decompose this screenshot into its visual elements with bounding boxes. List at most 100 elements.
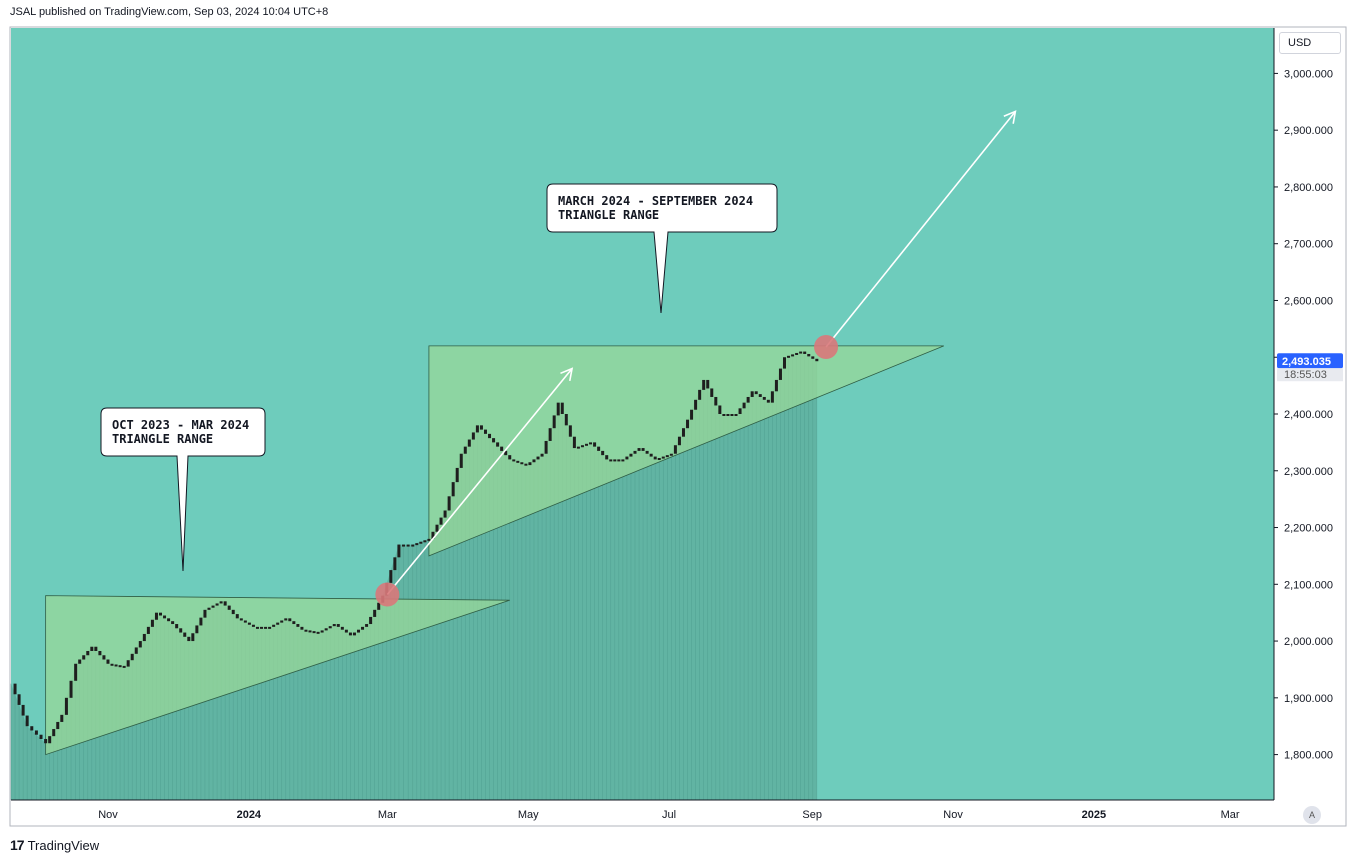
price-candle <box>211 605 215 608</box>
price-candle <box>203 609 207 618</box>
price-candle <box>447 496 451 511</box>
price-candle <box>292 621 296 625</box>
price-candle <box>532 459 536 463</box>
price-candle <box>86 650 90 656</box>
price-candle <box>187 636 191 642</box>
price-candle <box>762 396 766 400</box>
price-candle <box>243 620 247 623</box>
price-candle <box>657 457 661 460</box>
price-candle <box>629 453 633 457</box>
price-candles <box>13 351 819 744</box>
price-candle <box>492 438 496 443</box>
auto-scale-button[interactable]: A <box>1303 806 1321 824</box>
published-caption: JSAL published on TradingView.com, Sep 0… <box>10 6 329 18</box>
price-candle <box>778 368 782 380</box>
price-candle <box>706 379 710 389</box>
price-candle <box>593 442 597 447</box>
currency-button[interactable]: USD <box>1279 32 1341 54</box>
price-candle <box>488 433 492 439</box>
price-candle <box>348 632 352 636</box>
price-candle <box>316 631 320 634</box>
price-candle <box>512 459 516 462</box>
price-candle <box>138 641 142 648</box>
price-candle <box>770 391 774 403</box>
price-candle <box>64 697 68 715</box>
price-candle <box>179 628 183 633</box>
price-candle <box>669 453 673 456</box>
price-candle <box>754 391 758 395</box>
time-axis-label: Nov <box>98 809 118 821</box>
price-axis-label: 2,200.000 <box>1284 523 1333 535</box>
price-candle <box>665 455 669 458</box>
price-axis-label: 2,900.000 <box>1284 125 1333 137</box>
price-candle <box>304 629 308 632</box>
price-candle <box>167 618 171 622</box>
price-candle <box>34 730 38 735</box>
price-candle <box>572 436 576 449</box>
price-candle <box>126 660 130 667</box>
price-candle <box>560 402 564 414</box>
price-candle <box>183 632 187 637</box>
price-axis-label: 1,900.000 <box>1284 693 1333 705</box>
price-candle <box>406 544 410 547</box>
price-candle <box>134 647 138 654</box>
triangle-range-2 <box>428 345 944 557</box>
price-candle <box>276 622 280 625</box>
price-candle <box>714 396 718 406</box>
price-candle <box>373 609 377 617</box>
breakout-marker-1 <box>375 582 400 607</box>
price-candle <box>328 626 332 629</box>
price-candle <box>722 414 726 416</box>
price-candle <box>471 432 475 440</box>
price-candle <box>613 459 617 462</box>
price-candle <box>645 450 649 454</box>
price-candle <box>82 655 86 660</box>
price-candle <box>324 628 328 631</box>
price-candle <box>803 351 807 354</box>
price-candle <box>163 615 167 619</box>
price-candle <box>528 462 532 466</box>
price-candle <box>219 601 223 604</box>
price-axis-label: 2,100.000 <box>1284 579 1333 591</box>
countdown-label: 18:55:03 <box>1284 369 1327 381</box>
tradingview-logo[interactable]: 17 TradingView <box>10 837 99 853</box>
price-candle <box>516 460 520 463</box>
price-axis-label: 2,800.000 <box>1284 182 1333 194</box>
price-candle <box>320 630 324 633</box>
price-candle <box>435 524 439 532</box>
time-axis-label: 2025 <box>1082 809 1106 821</box>
price-candle <box>231 609 235 615</box>
triangle-range-1 <box>45 595 510 756</box>
price-candle <box>332 624 336 627</box>
price-candle <box>500 446 504 451</box>
price-candle <box>597 446 601 451</box>
price-candle <box>251 624 255 627</box>
price-candle <box>556 402 560 416</box>
price-candle <box>114 664 118 667</box>
price-candle <box>389 570 393 583</box>
callout-text-mar-sep: MARCH 2024 - SEPTEMBER 2024 TRIANGLE RAN… <box>558 194 754 222</box>
callout-text-oct-mar: OCT 2023 - MAR 2024 TRIANGLE RANGE <box>112 418 250 446</box>
price-candle <box>423 540 427 543</box>
price-candle <box>811 356 815 359</box>
price-candle <box>589 442 593 445</box>
price-candle <box>621 459 625 462</box>
price-candle <box>102 655 106 660</box>
price-candle <box>637 448 641 451</box>
price-candle <box>227 605 231 610</box>
price-candle <box>609 459 613 462</box>
price-candle <box>223 601 227 606</box>
price-candle <box>496 442 500 447</box>
price-candle <box>74 663 78 681</box>
price-candle <box>21 704 25 716</box>
time-axis-label: Mar <box>1221 809 1240 821</box>
price-candle <box>393 557 397 571</box>
price-candle <box>653 456 657 460</box>
price-candle <box>344 629 348 633</box>
price-candle <box>272 624 276 627</box>
price-candle <box>90 646 94 651</box>
price-candle <box>479 425 483 430</box>
price-candle <box>39 734 43 739</box>
price-candle <box>783 357 787 369</box>
